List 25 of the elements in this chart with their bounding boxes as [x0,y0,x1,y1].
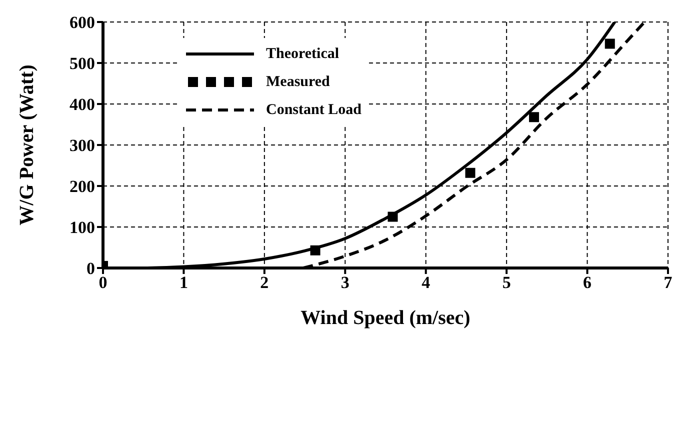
y-tick-label: 300 [70,136,95,156]
x-tick-label: 5 [502,273,511,292]
x-tick-label: 0 [98,273,108,292]
x-tick-label: 7 [664,273,673,292]
y-tick-label: 500 [70,54,95,74]
y-tick-label: 400 [70,95,95,114]
x-tick-label: 4 [422,273,431,292]
x-tick-label: 2 [260,273,269,292]
point [465,168,476,178]
point [604,38,615,49]
x-tick-label: 1 [179,273,188,292]
point [529,112,540,122]
x-tick-label: 3 [340,273,350,292]
point [310,245,320,256]
y-axis-title: W/G Power (Watt) [16,64,38,226]
y-tick-label: 600 [70,13,95,32]
x-tick-label: 6 [583,273,592,292]
legend-label: Theoretical [266,46,340,62]
point [388,212,398,222]
y-tick-label: 200 [70,177,95,196]
legend-label: Measured [266,74,330,90]
x-axis-title: Wind Speed (m/sec) [300,307,470,329]
y-tick-label: 0 [86,259,95,278]
y-tick-label: 100 [70,218,95,238]
legend-label: Constant Load [266,102,362,118]
